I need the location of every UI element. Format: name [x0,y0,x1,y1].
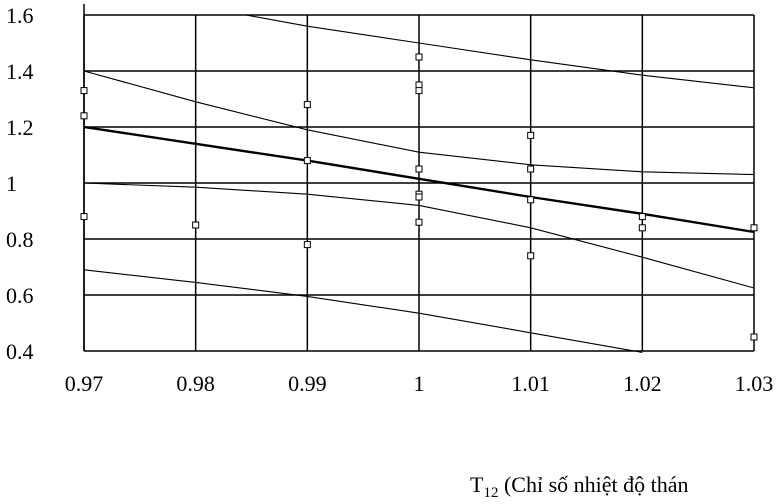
data-point [80,112,88,120]
data-points [80,53,758,341]
data-point [415,218,423,226]
y-tick-label: 1.4 [6,59,34,84]
curve-conf-upper [83,70,755,176]
data-point [750,333,758,341]
x-tick-label: 1.01 [511,371,550,396]
y-tick-label: 1 [6,171,17,196]
data-point [303,241,311,249]
x-tick-label: 0.97 [65,371,104,396]
x-tick-label: 0.98 [176,371,215,396]
data-point [415,87,423,95]
data-point [527,131,535,139]
data-point [80,213,88,221]
x-tick-labels: 0.97 0.98 0.99 1 1.01 1.02 1.03 [65,371,774,396]
x-axis-label: T12 (Chỉ số nhiệt độ thán [470,472,689,501]
y-tick-label: 1.2 [6,115,34,140]
curve-pred-lower [83,269,643,353]
data-point [415,193,423,201]
data-point [303,157,311,165]
data-point [638,213,646,221]
x-tick-label: 0.99 [288,371,327,396]
data-point [750,224,758,232]
data-point [303,101,311,109]
data-point [527,252,535,260]
x-tick-label: 1 [414,371,425,396]
x-tick-label: 1.03 [735,371,774,396]
y-tick-label: 1.6 [6,3,34,28]
y-tick-label: 0.4 [6,339,34,364]
data-point [527,165,535,173]
data-point [415,53,423,61]
data-point [192,221,200,229]
curve-pred-upper [245,14,755,89]
y-tick-label: 0.6 [6,283,34,308]
data-point [415,165,423,173]
curve-conf-lower [83,182,755,289]
y-tick-label: 0.8 [6,227,34,252]
y-tick-labels: 0.4 0.6 0.8 1 1.2 1.4 1.6 [6,3,34,364]
data-point [638,224,646,232]
x-tick-label: 1.02 [623,371,662,396]
grid-lines [83,4,755,352]
data-point [527,196,535,204]
data-point [80,87,88,95]
